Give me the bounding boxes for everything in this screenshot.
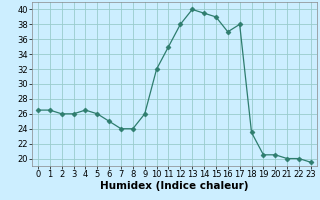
X-axis label: Humidex (Indice chaleur): Humidex (Indice chaleur) — [100, 181, 249, 191]
